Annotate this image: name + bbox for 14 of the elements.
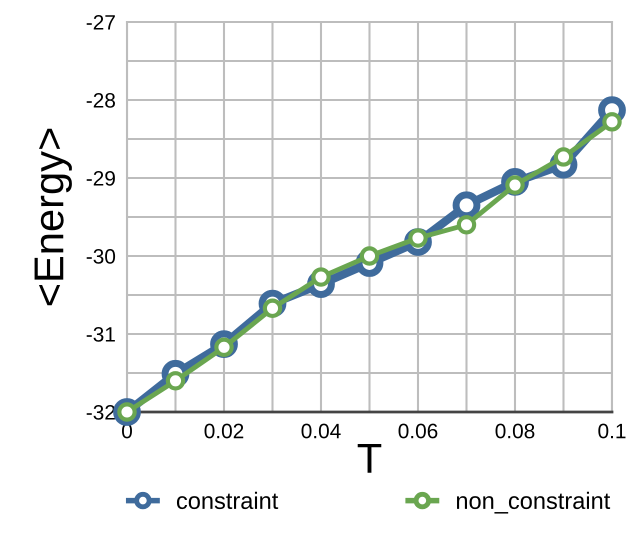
y-tick-label: -28 [86, 93, 115, 108]
x-tick-label: 0.06 [398, 424, 438, 438]
x-axis-title: T [358, 444, 382, 473]
x-tick-label: 0.08 [496, 424, 534, 438]
y-tick-label: -27 [86, 15, 115, 30]
legend-label: constraint [176, 492, 278, 510]
x-tick-label: 0.04 [302, 424, 341, 438]
y-tick-label: -30 [86, 249, 116, 264]
y-tick-label: -31 [86, 327, 115, 342]
y-axis-title: <Energy> [34, 128, 72, 306]
x-tick-label: 0.02 [204, 424, 244, 438]
y-tick-label: -29 [86, 171, 115, 186]
x-tick-label: 0.1 [598, 424, 626, 438]
legend-label: non_constraint [456, 492, 610, 514]
